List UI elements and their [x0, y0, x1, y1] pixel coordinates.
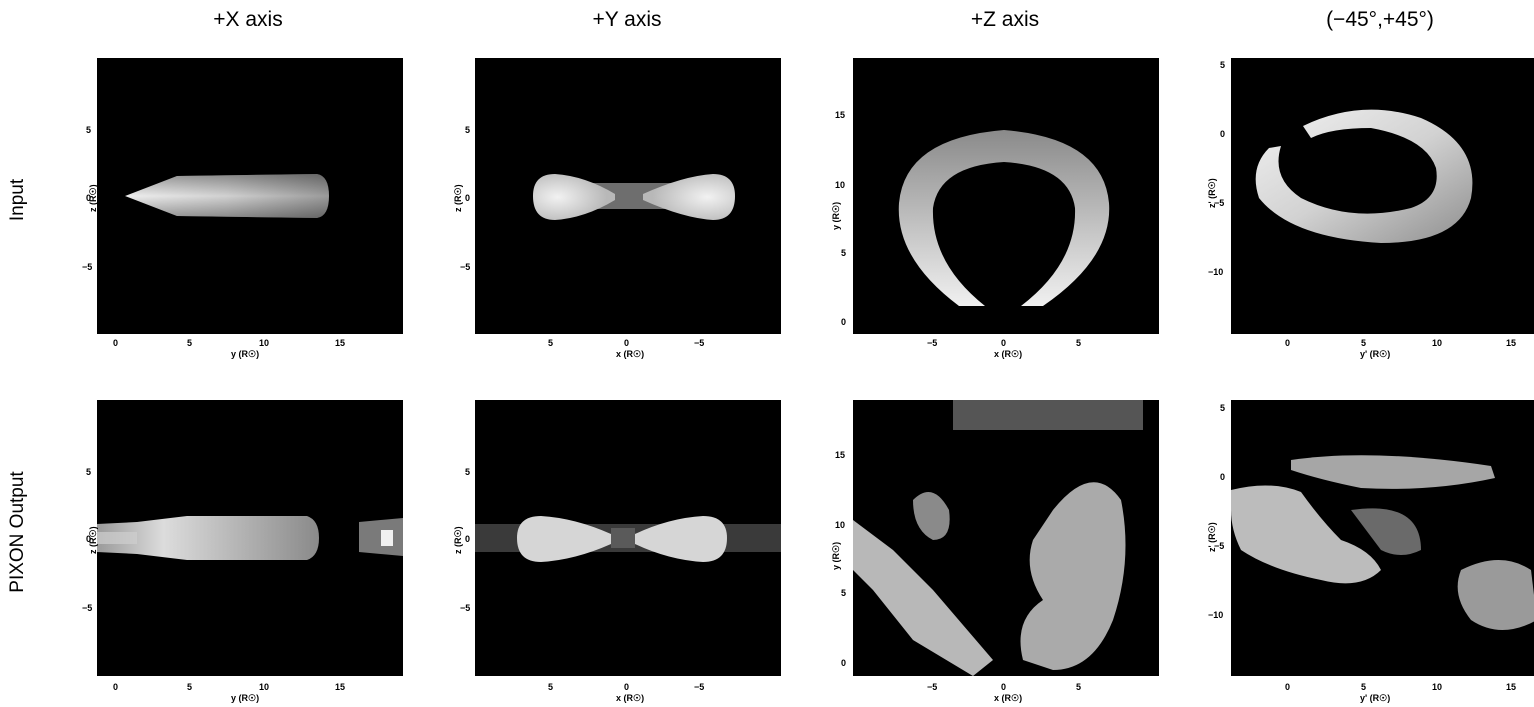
tick-label: 0: [113, 338, 119, 348]
tick-label: 0: [1001, 338, 1007, 348]
tick-label: 0: [86, 534, 92, 544]
tick-label: 0: [113, 682, 119, 692]
pixon-oblique-image: [1231, 400, 1534, 676]
x-axis-label: y (R☉): [231, 693, 260, 703]
tick-label: 5: [187, 338, 193, 348]
tick-label: 15: [835, 110, 846, 120]
y-axis-label: z (R☉): [88, 526, 98, 554]
tick-label: 0: [624, 682, 630, 692]
tick-label: 10: [259, 682, 270, 692]
tick-label: 5: [548, 682, 554, 692]
input-x-axis-image: [97, 58, 403, 334]
pixon-x-axis-image: [97, 400, 403, 676]
tick-label: 0: [1285, 682, 1291, 692]
row-label-pixon-output: PIXON Output: [7, 471, 28, 593]
tick-label: 15: [335, 682, 346, 692]
y-axis-label: y (R☉): [831, 541, 841, 570]
tick-label: −10: [1208, 267, 1224, 277]
tick-label: −5: [460, 262, 471, 272]
tick-label: 0: [86, 193, 92, 203]
tick-label: 5: [1361, 338, 1367, 348]
tick-label: 5: [841, 588, 847, 598]
column-title-y-axis: +Y axis: [592, 8, 662, 31]
tick-label: 15: [1506, 338, 1517, 348]
y-axis-label: z (R☉): [453, 526, 463, 554]
tick-label: 10: [1432, 682, 1443, 692]
y-axis-label: y (R☉): [831, 201, 841, 230]
y-axis-label: z (R☉): [88, 184, 98, 212]
tick-label: −5: [82, 603, 93, 613]
tick-label: 0: [1220, 472, 1226, 482]
y-axis-label: z' (R☉): [1207, 178, 1217, 208]
x-axis-label: x (R☉): [994, 349, 1023, 359]
column-title-oblique: (−45°,+45°): [1326, 8, 1434, 31]
tick-label: −5: [927, 338, 938, 348]
tick-label: 0: [624, 338, 630, 348]
tick-label: −5: [1214, 541, 1225, 551]
x-axis-label: y (R☉): [231, 349, 260, 359]
x-axis-label: x (R☉): [994, 693, 1023, 703]
tick-label: 10: [835, 180, 846, 190]
tick-label: 5: [1361, 682, 1367, 692]
x-axis-label: y' (R☉): [1360, 349, 1391, 359]
input-z-axis-image: [853, 58, 1159, 334]
x-axis-label: x (R☉): [616, 693, 645, 703]
tick-label: 0: [1220, 129, 1226, 139]
tick-label: −5: [460, 603, 471, 613]
tick-label: −5: [927, 682, 938, 692]
column-title-x-axis: +X axis: [213, 8, 283, 31]
tick-label: 0: [841, 658, 847, 668]
tick-label: −5: [694, 338, 705, 348]
row-label-input: Input: [7, 178, 28, 222]
pixon-z-axis-image: [853, 400, 1159, 676]
tick-label: 10: [1432, 338, 1443, 348]
tick-label: −5: [82, 262, 93, 272]
tick-label: 5: [1076, 338, 1082, 348]
tick-label: 5: [841, 248, 847, 258]
tick-label: 15: [835, 450, 846, 460]
tick-label: 5: [86, 125, 92, 135]
tick-label: −5: [694, 682, 705, 692]
tick-label: 0: [1285, 338, 1291, 348]
x-axis-label: y' (R☉): [1360, 693, 1391, 703]
tick-label: 5: [86, 467, 92, 477]
tick-label: 10: [259, 338, 270, 348]
tick-label: 5: [465, 125, 471, 135]
tick-label: 15: [335, 338, 346, 348]
tick-label: 0: [1001, 682, 1007, 692]
tick-label: 5: [1076, 682, 1082, 692]
column-title-z-axis: +Z axis: [970, 8, 1040, 31]
y-axis-label: z (R☉): [453, 184, 463, 212]
tick-label: 5: [465, 467, 471, 477]
tick-label: 5: [548, 338, 554, 348]
y-axis-label: z' (R☉): [1207, 522, 1217, 552]
tick-label: 0: [465, 534, 471, 544]
tick-label: 5: [1220, 60, 1226, 70]
tick-label: −5: [1214, 198, 1225, 208]
tick-label: 5: [1220, 403, 1226, 413]
pixon-y-axis-image: [475, 400, 781, 676]
tick-label: 0: [841, 317, 847, 327]
tick-label: 5: [187, 682, 193, 692]
tick-label: 15: [1506, 682, 1517, 692]
input-y-axis-image: [475, 58, 781, 334]
input-oblique-image: [1231, 58, 1534, 334]
tick-label: 0: [465, 193, 471, 203]
x-axis-label: x (R☉): [616, 349, 645, 359]
tick-label: −10: [1208, 610, 1224, 620]
tick-label: 10: [835, 520, 846, 530]
